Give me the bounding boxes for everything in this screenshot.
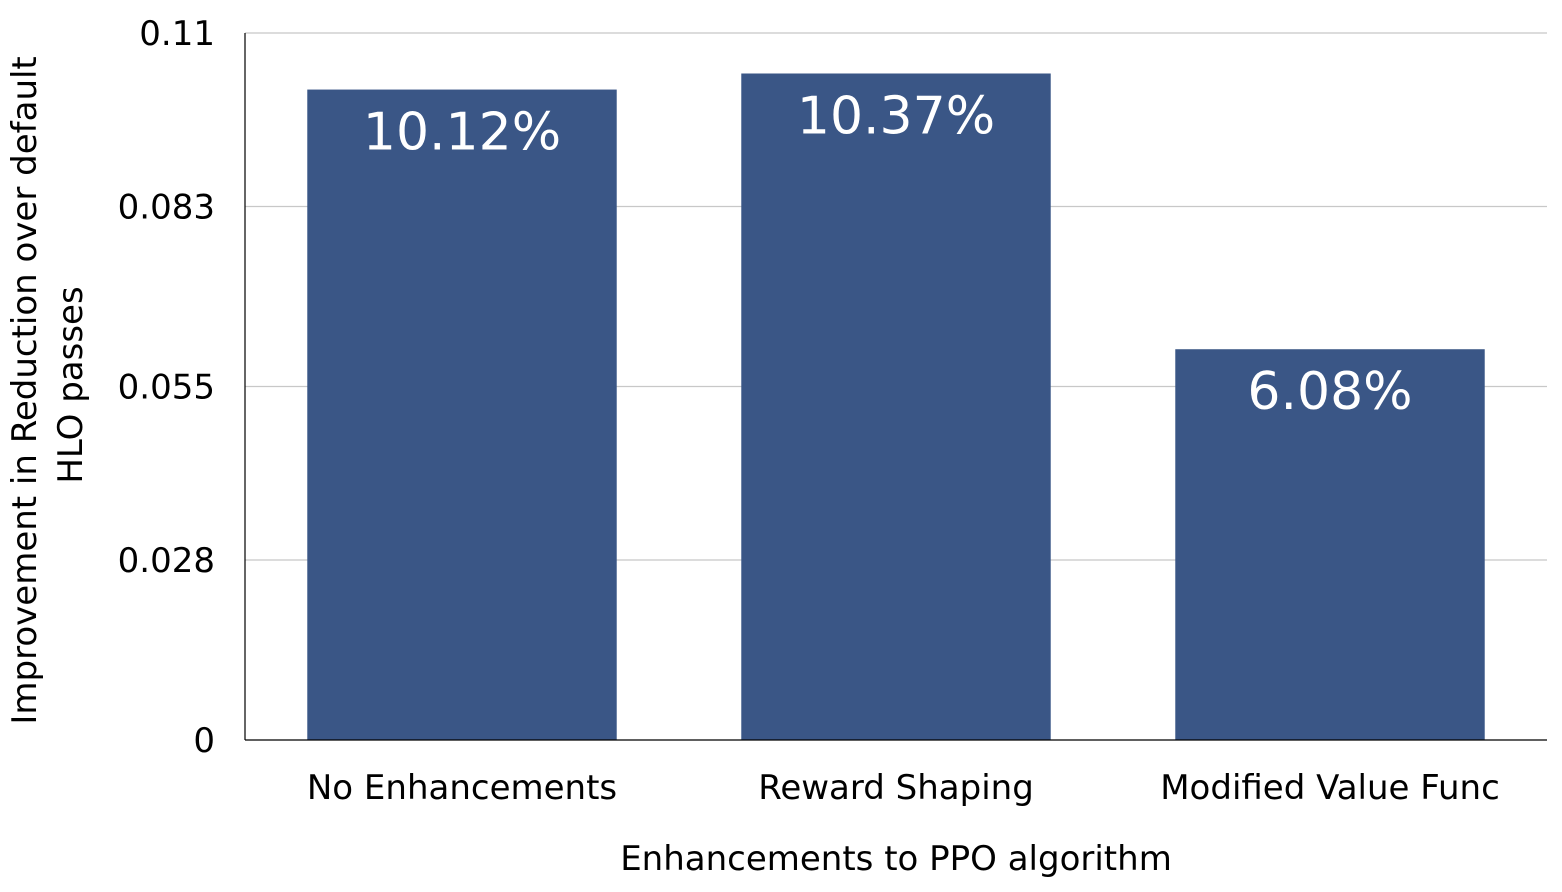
x-category-label: Modified Value Func xyxy=(1160,768,1500,808)
bar-data-label: 10.12% xyxy=(363,103,561,163)
axes xyxy=(244,33,1547,741)
y-tick-labels: 0 0.028 0.055 0.083 0.11 xyxy=(118,14,215,761)
y-axis-title-line-2: HLO passes xyxy=(51,286,91,483)
y-tick-label: 0.083 xyxy=(118,188,215,228)
bar xyxy=(741,73,1051,740)
y-tick-label: 0 xyxy=(193,721,215,761)
data-labels: 10.12% 10.37% 6.08% xyxy=(363,86,1413,422)
x-category-label: Reward Shaping xyxy=(758,768,1034,808)
bar xyxy=(1175,349,1485,740)
bar-data-label: 6.08% xyxy=(1247,362,1412,422)
x-category-labels: No Enhancements Reward Shaping Modified Va… xyxy=(307,768,1500,808)
bar xyxy=(307,89,617,740)
x-category-label: No Enhancements xyxy=(307,768,617,808)
y-axis-title: Improvement in Reduction over default HL… xyxy=(5,45,91,724)
y-tick-label: 0.028 xyxy=(118,541,215,581)
y-tick-label: 0.11 xyxy=(139,14,215,54)
y-tick-label: 0.055 xyxy=(118,368,215,408)
bar-data-label: 10.37% xyxy=(797,86,995,146)
y-axis-title-line-1: Improvement in Reduction over default xyxy=(5,56,45,724)
bars xyxy=(307,73,1485,740)
x-axis-title: Enhancements to PPO algorithm xyxy=(620,839,1172,879)
